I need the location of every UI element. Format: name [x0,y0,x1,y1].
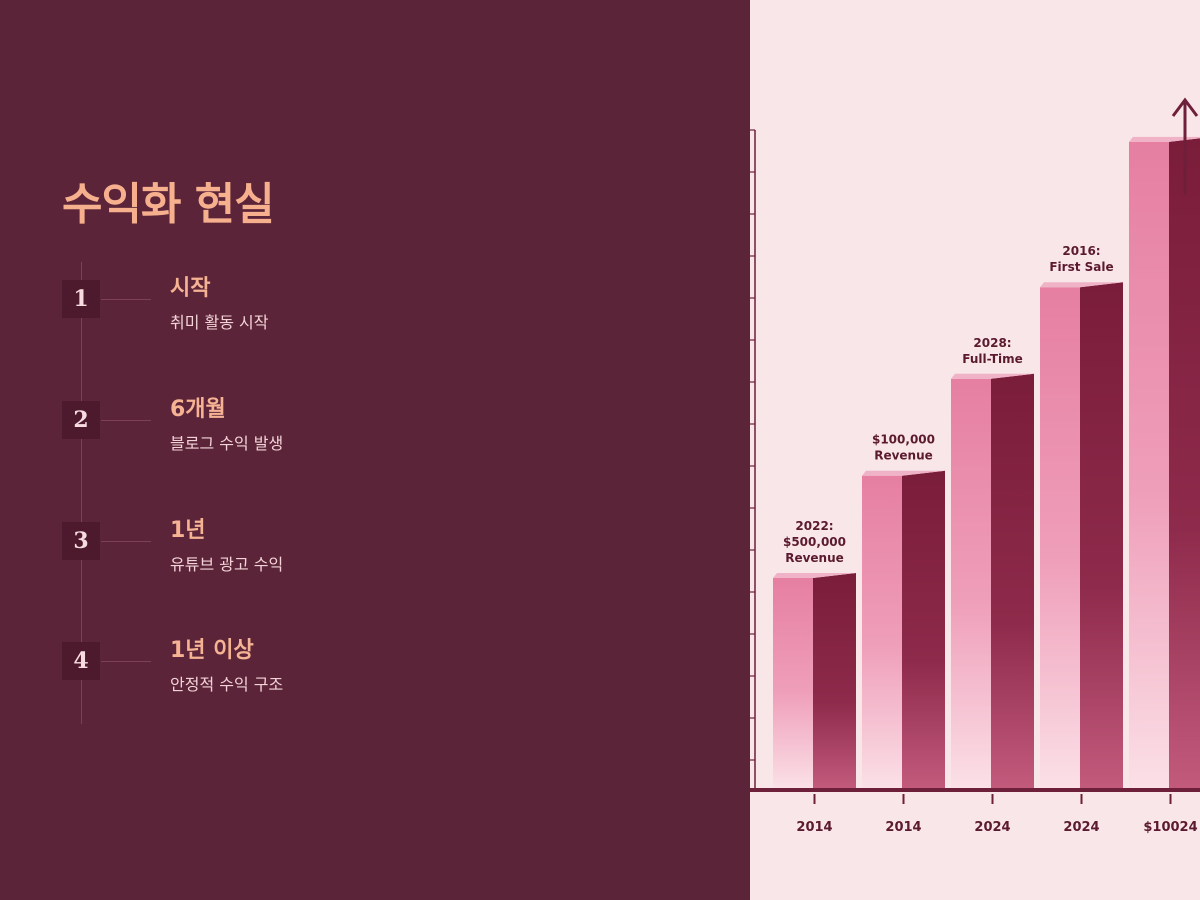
step-description: 안정적 수익 구조 [170,675,284,694]
step-description: 유튜브 광고 수익 [170,555,284,574]
bar-data-label: First Sale [1049,260,1113,274]
step-title: 1년 이상 [170,638,254,663]
bar-data-label: Revenue [874,449,933,463]
step-title: 6개월 [170,397,226,422]
step-number-badge: 2 [62,401,100,439]
bar-side [902,470,945,788]
step-connector [101,299,151,300]
step-number-badge: 3 [62,522,100,560]
bar [951,378,991,788]
bar-data-label: 2022: [795,519,833,533]
step-connector [101,661,151,662]
bar [862,475,902,788]
step-title: 시작 [170,276,211,301]
bar-side [991,373,1034,788]
bar-data-label: Revenue [785,551,844,565]
bar-top [773,573,856,578]
bar-data-label: $100,000 [872,433,935,447]
step-title: 1년 [170,518,206,543]
bar [1129,141,1169,788]
timeline-step-3: 3 1년 유튜브 광고 수익 [0,518,750,602]
x-tick-label: 2024 [974,820,1010,835]
step-number-badge: 1 [62,280,100,318]
bar-data-label: 2016: [1062,244,1100,258]
step-description: 취미 활동 시작 [170,313,269,332]
bar-top [1040,282,1123,288]
bar-side [1169,138,1200,788]
x-tick-label: $10024 [1143,820,1197,835]
chart-panel: 2014 2022: $500,000 Revenue 2014 $100,000 Reve… [750,0,1200,900]
bar [1040,287,1080,788]
timeline-line [81,262,82,724]
bar-top [862,470,945,476]
x-tick-label: 2014 [796,820,832,835]
timeline-step-2: 2 6개월 블로그 수익 발생 [0,397,750,481]
trend-arrowhead-icon [1171,97,1199,117]
bar-top [1129,136,1200,142]
x-axis [750,788,1200,792]
timeline-step-1: 1 시작 취미 활동 시작 [0,276,750,360]
bar-data-label: $500,000 [783,535,846,549]
bar [773,578,813,788]
timeline-step-4: 4 1년 이상 안정적 수익 구조 [0,638,750,722]
bar-data-label: Full-Time [962,352,1023,366]
bar-side [1080,282,1123,788]
slide-title: 수익화 현실 [62,179,275,230]
left-panel: 수익화 현실 1 시작 취미 활동 시작 2 6개월 블로그 수익 발생 3 1… [0,0,750,900]
bar-top [951,373,1034,379]
x-tick-label: 2024 [1063,820,1099,835]
step-connector [101,420,151,421]
x-tick-label: 2014 [885,820,921,835]
step-description: 블로그 수익 발생 [170,434,284,453]
bar-side [813,573,856,788]
bar-data-label: 2028: [973,336,1011,350]
revenue-bar-chart: 2014 2022: $500,000 Revenue 2014 $100,000 Reve… [750,97,1200,835]
step-connector [101,541,151,542]
step-number-badge: 4 [62,642,100,680]
